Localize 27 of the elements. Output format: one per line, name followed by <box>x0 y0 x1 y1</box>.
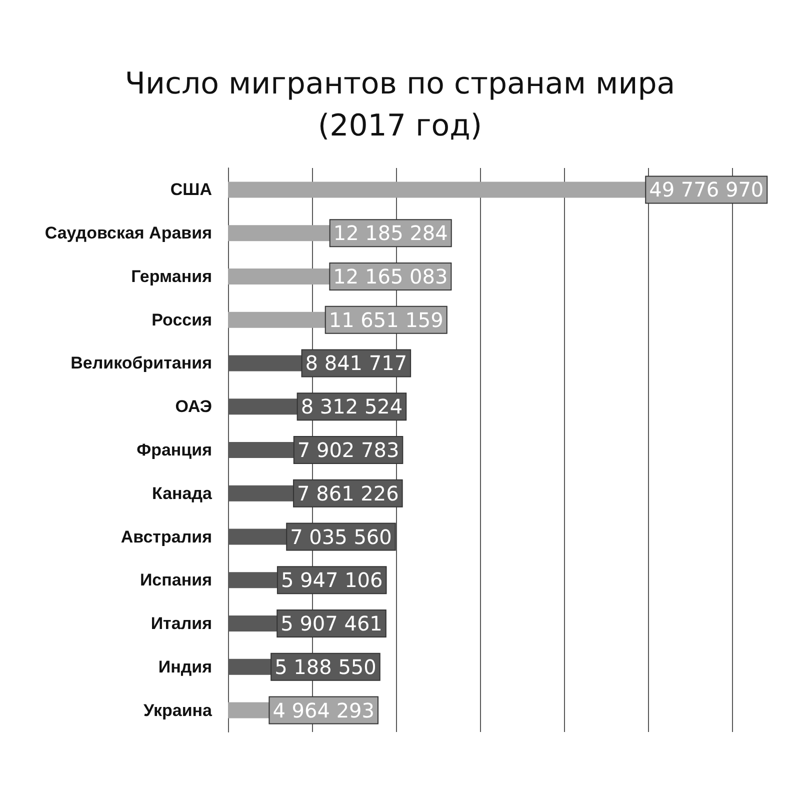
y-tick-label: Индия <box>158 657 212 676</box>
y-tick-label: США <box>170 180 212 200</box>
data-label: 7 035 560 <box>290 524 392 549</box>
y-tick-label: Испания <box>140 570 212 590</box>
data-label: 12 185 284 <box>333 221 448 246</box>
data-label: 11 651 159 <box>328 308 444 332</box>
data-label: 12 165 083 <box>333 264 448 288</box>
y-tick-label: Великобритания <box>70 354 212 373</box>
data-label: 7 902 783 <box>297 438 400 462</box>
y-tick-label: ОАЭ <box>175 397 212 416</box>
y-tick-label: Германия <box>131 266 212 286</box>
y-tick-label: Австралия <box>120 527 212 546</box>
data-label: 49 776 970 <box>649 178 764 202</box>
data-label: 5 907 461 <box>280 612 382 636</box>
y-tick-label: Италия <box>150 614 212 634</box>
data-label: 5 188 550 <box>274 654 376 679</box>
chart-title: Число мигрантов по странам мира (2017 год) <box>124 66 676 144</box>
y-tick-label: Канада <box>152 484 213 503</box>
data-label: 8 312 524 <box>300 394 403 419</box>
y-tick-label: Франция <box>136 440 212 460</box>
y-tick-label: Украина <box>144 700 213 720</box>
data-label: 5 947 106 <box>280 568 383 592</box>
y-tick-label: Саудовская Аравия <box>44 224 212 243</box>
data-label: 4 964 293 <box>272 698 374 722</box>
y-tick-label: Россия <box>152 310 212 330</box>
data-label: 8 841 717 <box>305 351 408 376</box>
data-label: 7 861 226 <box>297 481 399 506</box>
